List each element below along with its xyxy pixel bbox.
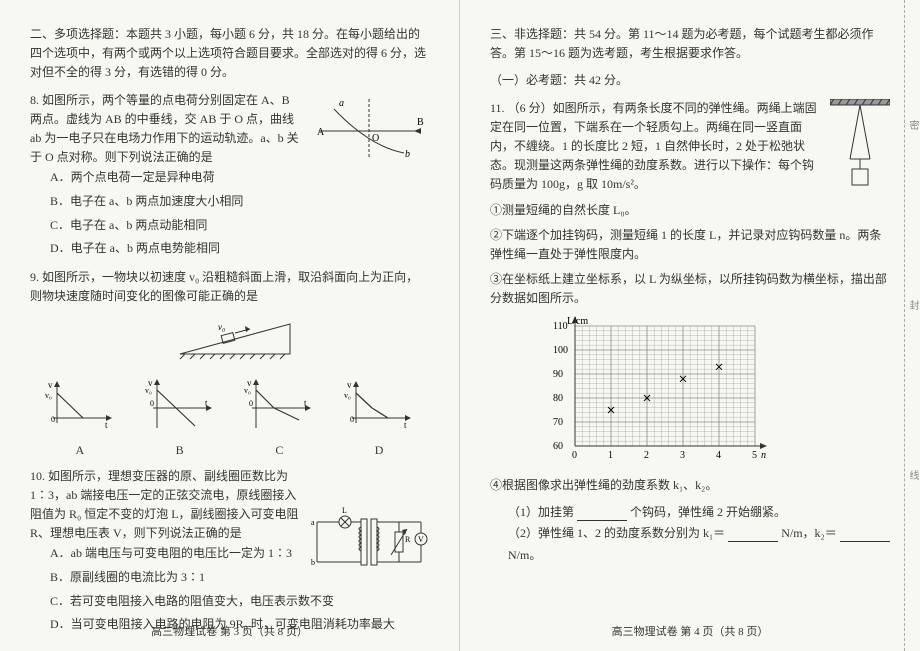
q9-plot-c: vt v₀0 C [244,378,314,460]
q11-sub1-post: 个钩码，弹性绳 2 开始绷紧。 [630,505,786,519]
svg-text:80: 80 [553,393,563,404]
page-4: 三、非选择题：共 54 分。第 11～14 题为必考题，每个试题考生都必须作答。… [460,0,920,651]
q11-sub1-pre: （1）加挂第 [508,505,574,519]
section-2-header: 二、多项选择题：本题共 3 小题，每小题 6 分，共 18 分。在每小题给出的四… [30,25,429,83]
svg-text:1: 1 [608,450,613,461]
svg-text:b: b [405,149,410,160]
binding-a: 密 [905,120,920,130]
q11-text: （6 分）如图所示，有两条长度不同的弹性绳。两绳上端固定在同一位置，下端系在一个… [490,101,817,192]
q11-number: 11. [490,101,505,115]
svg-text:100: 100 [553,345,568,356]
svg-text:0: 0 [249,399,253,408]
svg-text:4: 4 [716,450,721,461]
q11-step2: ②下端逐个加挂钩码，测量短绳 1 的长度 L，并记录对应钩码数量 n。两条弹性绳… [490,226,890,264]
q10-text: 如图所示，理想变压器的原、副线圈匝数比为 1∶3，ab 端接电压一定的正弦交流电… [30,469,299,541]
q9-label-a: A [45,441,115,460]
q11-grid-plot: 0 1 2 3 4 5 60 70 80 90 100 110 n L/cm [540,316,890,470]
page-3: 二、多项选择题：本题共 3 小题，每小题 6 分，共 18 分。在每小题给出的四… [0,0,460,651]
q8-options: A．两个点电荷一定是异种电荷 B．电子在 a、b 两点加速度大小相同 C．电子在… [30,167,429,259]
svg-text:60: 60 [553,441,563,452]
svg-text:O: O [372,133,379,144]
q9-label-b: B [145,441,215,460]
q8-opt-d: D．电子在 a、b 两点电势能相同 [50,238,429,260]
section-3-header: 三、非选择题：共 54 分。第 11～14 题为必考题，每个试题考生都必须作答。… [490,25,890,63]
q10-number: 10. [30,469,45,483]
q11-sub2-pre: （2）弹性绳 1、2 的劲度系数分别为 k₁＝ [508,526,725,540]
q9-option-plots: v t v₀ 0 A v t v₀ 0 B [30,378,429,460]
svg-text:t: t [404,420,407,430]
svg-text:5: 5 [752,450,757,461]
svg-text:70: 70 [553,417,563,428]
svg-text:t: t [105,420,108,430]
svg-text:v₀: v₀ [45,391,52,400]
svg-text:A: A [317,127,325,138]
svg-text:v: v [48,380,53,390]
svg-text:110: 110 [553,321,568,332]
svg-text:2: 2 [644,450,649,461]
q9-number: 9. [30,270,39,284]
svg-text:v₀: v₀ [218,322,225,332]
q11-step3: ③在坐标纸上建立坐标系，以 L 为纵坐标，以所挂钩码数为横坐标，描出部分数据如图… [490,270,890,308]
q9-incline-figure: v₀ [30,314,429,370]
q9-plot-b: vt v₀0 B [145,378,215,460]
svg-text:V: V [418,535,424,544]
svg-text:0: 0 [572,450,577,461]
q9-plot-d: v t v₀ 0 D [344,378,414,460]
svg-text:B: B [417,117,424,128]
section-3-sub: （一）必考题：共 42 分。 [490,71,890,90]
svg-text:90: 90 [553,369,563,380]
q8-number: 8. [30,93,39,107]
q10-figure: L a b V [309,507,429,583]
question-11: 11. （6 分）如图所示，有两条长度不同的弹性绳。两绳上端固定在同一位置，下端… [490,99,890,195]
svg-text:b: b [311,558,315,567]
q10-opt-c: C．若可变电阻接入电路的阻值变大，电压表示数不变 [50,591,429,613]
q8-text: 如图所示，两个等量的点电荷分别固定在 A、B 两点。虚线为 AB 的中垂线，交 … [30,93,299,165]
q11-blank-k2[interactable] [840,525,890,542]
q11-blank-k1[interactable] [728,525,778,542]
svg-text:3: 3 [680,450,685,461]
q9-label-c: C [244,441,314,460]
question-9: 9. 如图所示，一物块以初速度 v₀ 沿粗糙斜面上滑，取沿斜面向上为正向，则物块… [30,268,429,461]
svg-text:L/cm: L/cm [567,316,588,327]
q11-step4: ④根据图像求出弹性绳的劲度系数 k₁、k₂。 [490,476,890,495]
page-4-footer: 高三物理试卷 第 4 页（共 8 页） [460,623,920,639]
q8-opt-a: A．两个点电荷一定是异种电荷 [50,167,429,189]
question-10: L a b V [30,467,429,638]
q11-hanger-figure [830,99,890,200]
svg-text:v: v [347,380,352,390]
q8-opt-c: C．电子在 a、b 两点动能相同 [50,215,429,237]
q11-sub2: （2）弹性绳 1、2 的劲度系数分别为 k₁＝ N/m，k₂＝ N/m。 [490,523,890,566]
q9-plot-a: v t v₀ 0 A [45,378,115,460]
svg-text:R: R [405,535,411,544]
binding-c: 线 [905,470,920,480]
q11-sub2-mid: N/m，k₂＝ [781,526,837,540]
svg-text:n: n [761,450,766,461]
q11-step1: ①测量短绳的自然长度 L₀。 [490,201,890,220]
svg-text:v₀: v₀ [244,386,251,395]
svg-text:0: 0 [350,415,354,424]
q8-figure: A B O a b [309,91,429,167]
q11-blank-1[interactable] [577,504,627,521]
binding-b: 封 [905,300,920,310]
q11-sub2-post: N/m。 [508,548,541,562]
q9-label-d: D [344,441,414,460]
q9-text: 如图所示，一物块以初速度 v₀ 沿粗糙斜面上滑，取沿斜面向上为正向，则物块速度随… [30,270,418,303]
page-3-footer: 高三物理试卷 第 3 页（共 8 页） [0,623,459,639]
svg-text:v₀: v₀ [145,386,152,395]
q11-sub1: （1）加挂第 个钩码，弹性绳 2 开始绷紧。 [490,502,890,524]
q8-opt-b: B．电子在 a、b 两点加速度大小相同 [50,191,429,213]
svg-text:0: 0 [150,399,154,408]
svg-text:0: 0 [51,415,55,424]
binding-marks: 密 封 线 [904,0,918,651]
question-8: A B O a b 8. 如图所示，两个等量的点电荷分别固定在 A、B 两点。虚… [30,91,429,262]
svg-text:a: a [339,98,344,109]
svg-text:v₀: v₀ [344,391,351,400]
svg-text:L: L [342,507,347,515]
svg-text:a: a [311,518,315,527]
